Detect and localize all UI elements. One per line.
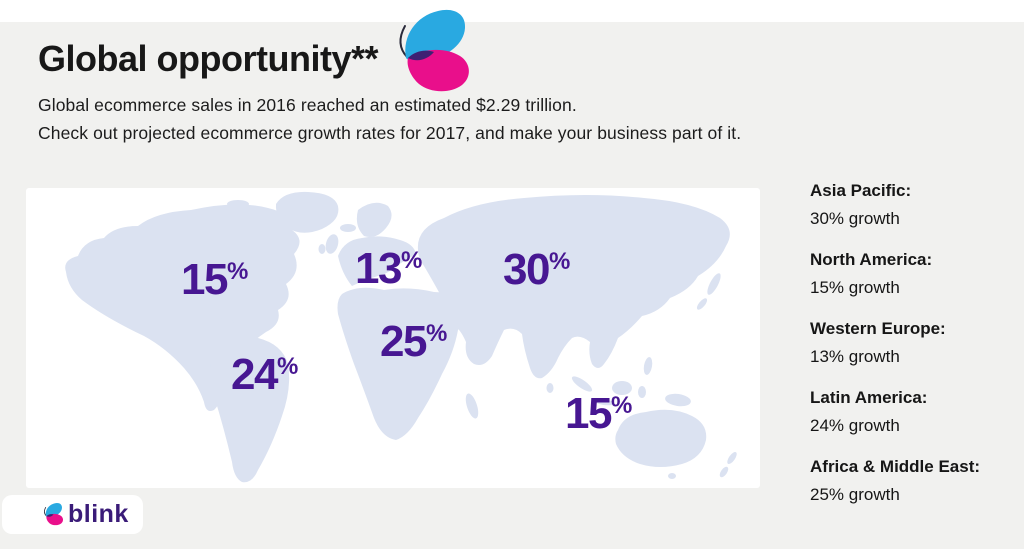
map-label-latin-america: 24% [231,345,298,397]
map-label-australia: 15% [565,384,632,436]
blink-butterfly-icon [44,503,64,526]
region-growth-legend: Asia Pacific: 30% growth North America: … [810,177,1020,522]
map-label-western-europe-value: 13 [355,244,402,293]
legend-region-name: Latin America: [810,388,928,407]
map-label-asia-pacific-value: 30 [503,245,550,294]
subtitle: Global ecommerce sales in 2016 reached a… [38,92,741,147]
legend-region-name: Asia Pacific: [810,181,912,200]
legend-region-name: Western Europe: [810,319,946,338]
legend-item-africa-middle-east: Africa & Middle East: 25% growth [810,453,1020,509]
legend-item-latin-america: Latin America: 24% growth [810,384,1020,440]
legend-region-value: 13% growth [810,347,900,366]
subtitle-line-1: Global ecommerce sales in 2016 reached a… [38,95,577,115]
world-map-card: 15% 13% 30% 25% 24% 15% [26,188,760,488]
map-label-africa-middle-east-value: 25 [380,317,427,366]
map-label-africa-middle-east-unit: % [425,320,448,347]
blink-brand-badge: blink [2,495,143,534]
legend-region-name: North America: [810,250,933,269]
subtitle-line-2: Check out projected ecommerce growth rat… [38,122,742,143]
map-label-north-america-unit: % [226,258,249,285]
map-label-latin-america-unit: % [276,353,299,380]
legend-item-north-america: North America: 15% growth [810,246,1020,302]
blink-butterfly-icon [399,9,469,92]
map-label-north-america-value: 15 [181,255,228,304]
page-title: Global opportunity** [38,38,378,79]
map-label-latin-america-value: 24 [231,350,278,399]
map-label-australia-value: 15 [565,389,612,438]
legend-region-value: 25% growth [810,485,900,504]
map-label-africa-middle-east: 25% [380,312,447,364]
legend-item-western-europe: Western Europe: 13% growth [810,315,1020,371]
legend-item-asia-pacific: Asia Pacific: 30% growth [810,177,1020,233]
map-label-asia-pacific: 30% [503,240,570,292]
legend-region-value: 15% growth [810,278,900,297]
legend-region-name: Africa & Middle East: [810,457,981,476]
map-label-western-europe: 13% [355,239,422,291]
map-label-australia-unit: % [610,392,633,419]
blink-wordmark: blink [68,500,129,528]
map-label-north-america: 15% [181,250,248,302]
world-map-graphic [65,191,737,483]
map-label-western-europe-unit: % [400,247,423,274]
map-label-asia-pacific-unit: % [548,248,571,275]
legend-region-value: 30% growth [810,209,900,228]
legend-region-value: 24% growth [810,416,900,435]
